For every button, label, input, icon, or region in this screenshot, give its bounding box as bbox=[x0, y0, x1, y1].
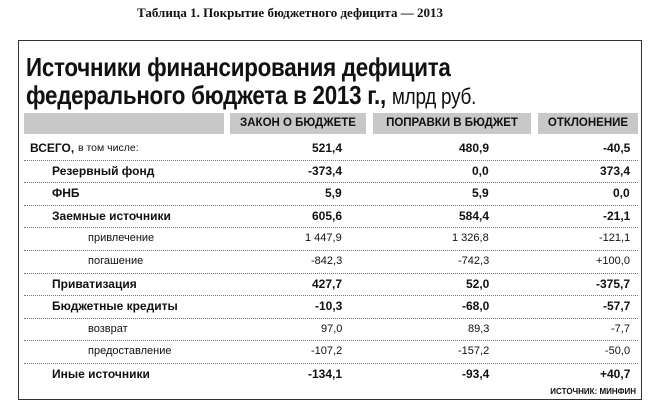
cell-value: -21,1 bbox=[603, 208, 631, 223]
cell-value: -68,0 bbox=[462, 299, 490, 314]
row-separator bbox=[24, 317, 638, 319]
cell-value: 521,4 bbox=[312, 141, 343, 155]
source: ИСТОЧНИК: МИНФИН bbox=[550, 387, 636, 396]
row-separator bbox=[24, 227, 638, 229]
row-label: предоставление bbox=[88, 345, 172, 358]
cell-value: -121,1 bbox=[599, 232, 631, 245]
cell-value: -742,3 bbox=[458, 255, 490, 267]
row-separator bbox=[24, 340, 638, 342]
cell-value: 52,0 bbox=[466, 276, 490, 291]
cell-value: 89,3 bbox=[468, 322, 490, 335]
row-separator bbox=[24, 272, 638, 274]
cell-value: -7,7 bbox=[611, 322, 630, 335]
row-note: в том числе: bbox=[78, 142, 139, 154]
cell-value: -50,0 bbox=[605, 345, 631, 358]
row-label: ВСЕГО, bbox=[30, 141, 75, 155]
column-header: ОТКЛОНЕНИЕ bbox=[538, 113, 638, 134]
row-separator bbox=[24, 295, 638, 297]
column-header: ЗАКОН О БЮДЖЕТЕ bbox=[230, 113, 366, 134]
cell-value: 373,4 bbox=[600, 163, 631, 178]
row-separator bbox=[24, 182, 638, 184]
row-label: Бюджетные кредиты bbox=[52, 299, 178, 314]
row-label: привлечение bbox=[88, 232, 155, 245]
cell-value: +100,0 bbox=[596, 255, 630, 267]
cell-value: +40,7 bbox=[600, 367, 631, 381]
row-separator bbox=[24, 204, 638, 206]
row-separator bbox=[24, 363, 638, 364]
cell-value: 0,0 bbox=[472, 163, 489, 178]
unit: млрд руб. bbox=[391, 84, 477, 109]
cell-value: 584,4 bbox=[459, 208, 490, 223]
cell-value: 5,9 bbox=[472, 186, 489, 201]
cell-value: 1 447,9 bbox=[305, 232, 342, 245]
cell-value: -373,4 bbox=[308, 163, 343, 178]
row-label: Приватизация bbox=[52, 276, 137, 291]
cell-value: -375,7 bbox=[596, 276, 631, 291]
row-label: Иные источники bbox=[52, 367, 150, 381]
cell-value: 605,6 bbox=[312, 208, 343, 223]
cell-value: 1 326,8 bbox=[452, 232, 489, 245]
cell-value: -157,2 bbox=[458, 345, 490, 358]
row-label: Заемные источники bbox=[52, 208, 171, 223]
cell-value: -107,2 bbox=[311, 345, 343, 358]
caption: Таблица 1. Покрытие бюджетного дефицита … bbox=[137, 5, 443, 20]
cell-value: -93,4 bbox=[462, 367, 490, 381]
column-header: ПОПРАВКИ В БЮДЖЕТ bbox=[373, 113, 531, 134]
cell-value: 480,9 bbox=[459, 141, 490, 155]
row-label: возврат bbox=[88, 322, 128, 335]
cell-value: 427,7 bbox=[312, 276, 343, 291]
cell-value: -10,3 bbox=[315, 299, 343, 314]
title: Источники финансирования дефицита bbox=[26, 52, 451, 82]
row-label: погашение bbox=[88, 255, 144, 267]
cell-value: -134,1 bbox=[308, 367, 343, 381]
title: федерального бюджета в 2013 г., млрд руб… bbox=[26, 80, 476, 111]
row-separator bbox=[24, 250, 638, 251]
row-label: ФНБ bbox=[52, 186, 80, 201]
cell-value: -40,5 bbox=[603, 141, 631, 155]
cell-value: 5,9 bbox=[325, 186, 342, 201]
title: федерального бюджета в 2013 г., bbox=[26, 80, 386, 110]
cell-value: 97,0 bbox=[321, 322, 343, 335]
row-label: Резервный фонд bbox=[52, 163, 155, 178]
cell-value: -57,7 bbox=[603, 299, 631, 314]
table-frame bbox=[18, 40, 642, 400]
header-band bbox=[24, 113, 224, 134]
row-separator bbox=[24, 159, 638, 161]
cell-value: -842,3 bbox=[311, 255, 343, 267]
cell-value: 0,0 bbox=[613, 186, 630, 201]
